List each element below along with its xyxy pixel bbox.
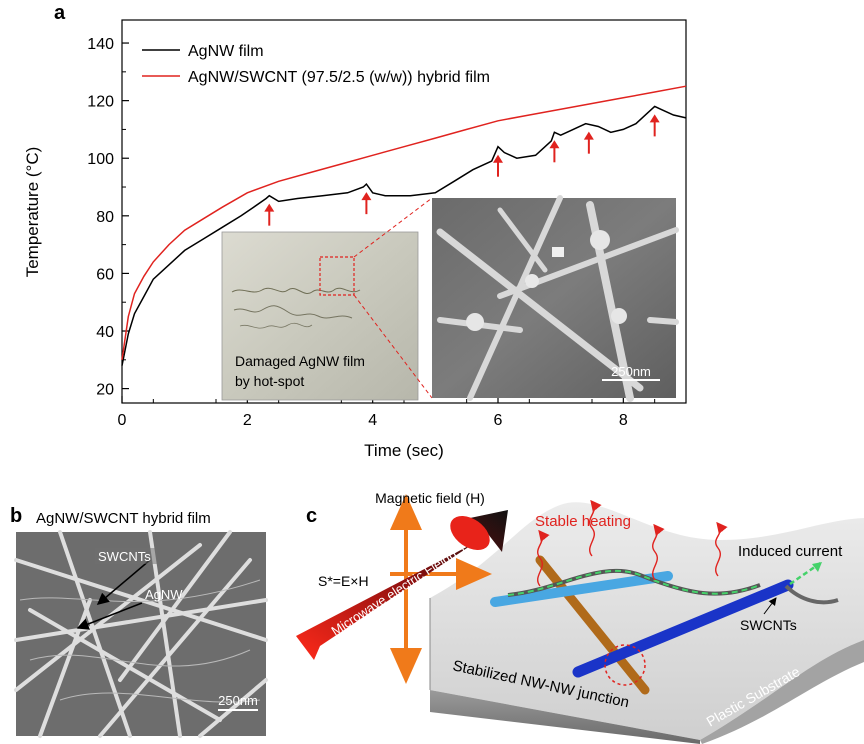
panel-b: AgNW/SWCNT hybrid film bbox=[14, 510, 268, 738]
orange-nanowire bbox=[535, 555, 650, 695]
panel-b-title: AgNW/SWCNT hybrid film bbox=[36, 510, 211, 527]
panel-a-label: a bbox=[54, 2, 66, 24]
hot-spot-arrow bbox=[361, 192, 372, 215]
x-tick-label: 4 bbox=[368, 412, 377, 429]
y-tick-label: 20 bbox=[96, 382, 114, 399]
y-tick-label: 100 bbox=[87, 151, 114, 168]
x-tick-label: 2 bbox=[243, 412, 252, 429]
hot-spot-arrow bbox=[549, 140, 560, 163]
series-line-agnw bbox=[121, 105, 687, 366]
panel-c-schematic: Magnetic field (H) S*=E×H Microwave elec… bbox=[296, 490, 864, 744]
swcnts-annotation: SWCNTs bbox=[98, 549, 151, 564]
inset-photo-caption-1: Damaged AgNW film bbox=[235, 353, 365, 369]
sem-b-scalebar: 250nm bbox=[218, 693, 258, 708]
poynting-label: S*=E×H bbox=[318, 573, 369, 589]
inset-photo: Damaged AgNW film by hot-spot bbox=[221, 231, 419, 401]
legend-hybrid: AgNW/SWCNT (97.5/2.5 (w/w)) hybrid film bbox=[188, 69, 490, 86]
hot-spot-box bbox=[319, 256, 355, 296]
y-tick-label: 80 bbox=[96, 209, 114, 226]
hot-spot-arrow bbox=[649, 114, 660, 137]
series-line-hybrid bbox=[121, 85, 687, 360]
x-tick-label: 8 bbox=[619, 412, 628, 429]
panel-b-label: b bbox=[10, 505, 23, 527]
lightblue-nanowire bbox=[490, 571, 673, 607]
temperature-chart: 0 2 4 6 8 20 40 60 80 100 120 140 Damaged AgNW film… bbox=[23, 19, 687, 460]
sem-scalebar-label: 250nm bbox=[611, 364, 651, 379]
legend: AgNW film AgNW/SWCNT (97.5/2.5 (w/w)) hy… bbox=[142, 43, 490, 86]
stable-heating-label: Stable heating bbox=[535, 513, 631, 530]
hot-spot-arrow bbox=[264, 203, 275, 226]
x-tick-label: 6 bbox=[494, 412, 503, 429]
inset-sem-image: 250nm bbox=[432, 195, 679, 402]
y-axis-label: Temperature (°C) bbox=[23, 147, 42, 278]
y-tick-label: 140 bbox=[87, 36, 114, 53]
hot-spot-arrow bbox=[583, 131, 594, 154]
y-tick-label: 60 bbox=[96, 266, 114, 283]
sem-image-b: SWCNTs AgNW 250nm bbox=[14, 530, 268, 738]
hot-spot-arrow bbox=[493, 154, 503, 177]
x-tick-label: 0 bbox=[118, 412, 127, 429]
induced-current-label: Induced current bbox=[738, 543, 843, 560]
panel-c-label: c bbox=[306, 505, 318, 527]
junction-highlight bbox=[604, 644, 646, 686]
y-tick-label: 120 bbox=[87, 94, 114, 111]
blue-nanowire bbox=[572, 579, 794, 678]
swcnts-label: SWCNTs bbox=[740, 617, 797, 633]
magnetic-field-label: Magnetic field (H) bbox=[375, 490, 485, 506]
agnw-annotation: AgNW bbox=[145, 587, 183, 602]
x-axis-label: Time (sec) bbox=[364, 441, 444, 460]
inset-photo-caption-2: by hot-spot bbox=[235, 373, 304, 389]
legend-agnw: AgNW film bbox=[188, 43, 264, 60]
y-tick-label: 40 bbox=[96, 324, 114, 341]
